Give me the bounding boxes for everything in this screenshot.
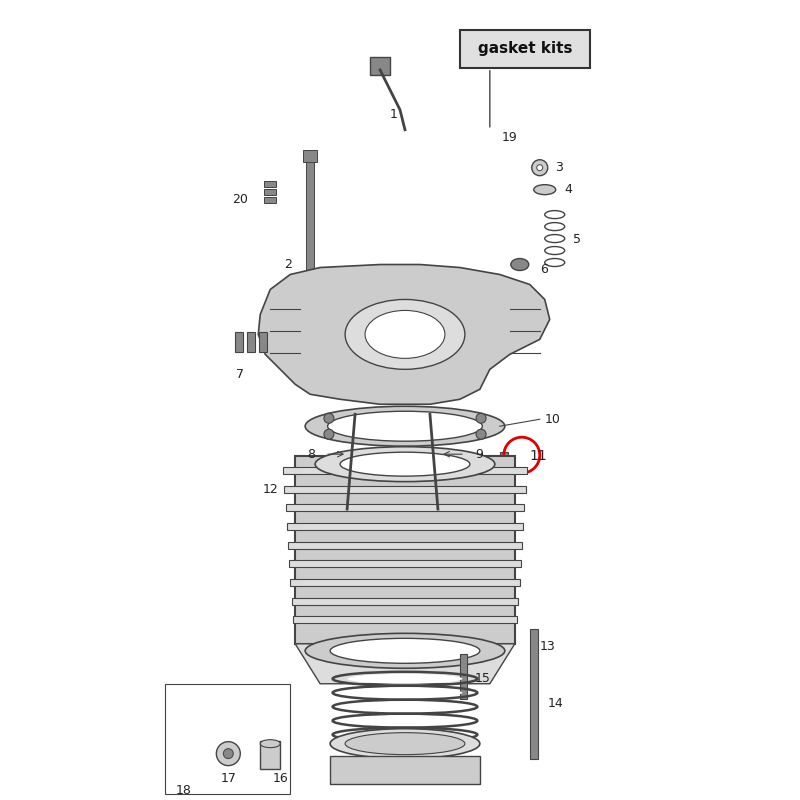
Ellipse shape <box>510 258 529 270</box>
Bar <box>291 598 518 605</box>
Polygon shape <box>258 265 550 404</box>
Text: 18: 18 <box>175 783 191 797</box>
Bar <box>303 150 317 162</box>
Ellipse shape <box>328 411 482 441</box>
Bar <box>259 332 267 352</box>
Text: 16: 16 <box>272 772 288 785</box>
Ellipse shape <box>347 688 462 698</box>
Circle shape <box>537 165 542 170</box>
Text: 1: 1 <box>390 108 398 122</box>
Ellipse shape <box>345 733 465 754</box>
Bar <box>283 467 526 474</box>
Text: 2: 2 <box>284 258 292 271</box>
Text: 17: 17 <box>220 772 236 785</box>
Bar <box>330 756 480 783</box>
Ellipse shape <box>315 446 495 482</box>
Bar <box>264 181 276 186</box>
Circle shape <box>324 430 334 439</box>
Text: 4: 4 <box>565 183 573 196</box>
Bar <box>264 197 276 202</box>
Ellipse shape <box>330 729 480 758</box>
Text: 11: 11 <box>530 449 547 463</box>
Text: 6: 6 <box>540 263 548 276</box>
Ellipse shape <box>347 716 462 726</box>
Ellipse shape <box>345 299 465 370</box>
Bar <box>460 654 467 698</box>
Bar <box>290 560 521 567</box>
Ellipse shape <box>425 504 455 514</box>
Circle shape <box>216 742 240 766</box>
Circle shape <box>324 414 334 423</box>
Ellipse shape <box>305 634 505 668</box>
Bar <box>500 452 508 458</box>
Bar <box>264 189 276 194</box>
Text: 8: 8 <box>307 448 315 461</box>
Text: 3: 3 <box>554 161 562 174</box>
Ellipse shape <box>260 740 280 748</box>
Bar <box>235 332 243 352</box>
Text: 15: 15 <box>475 672 490 686</box>
Bar <box>247 332 255 352</box>
Text: 10: 10 <box>545 413 561 426</box>
Bar <box>260 741 280 769</box>
Text: 12: 12 <box>262 482 278 496</box>
Bar <box>285 486 526 493</box>
Ellipse shape <box>365 310 445 358</box>
Text: 9: 9 <box>475 448 482 461</box>
Bar <box>295 456 514 644</box>
Bar <box>287 523 523 530</box>
Bar <box>290 579 519 586</box>
Bar <box>286 505 524 511</box>
Circle shape <box>476 430 486 439</box>
Bar <box>288 542 522 549</box>
Ellipse shape <box>347 702 462 712</box>
Bar <box>370 57 390 75</box>
Text: 14: 14 <box>548 698 563 710</box>
Text: gasket kits: gasket kits <box>478 42 572 57</box>
Circle shape <box>532 160 548 176</box>
Ellipse shape <box>340 452 470 476</box>
Ellipse shape <box>534 185 556 194</box>
Text: 19: 19 <box>502 131 518 144</box>
Ellipse shape <box>305 406 505 446</box>
Text: 5: 5 <box>573 233 581 246</box>
Ellipse shape <box>330 504 360 514</box>
Bar <box>530 629 538 758</box>
Ellipse shape <box>330 638 480 663</box>
Text: 13: 13 <box>540 640 555 654</box>
Bar <box>293 616 517 623</box>
Circle shape <box>223 749 234 758</box>
Bar <box>306 150 314 274</box>
Bar <box>166 684 290 794</box>
Polygon shape <box>295 644 514 684</box>
Circle shape <box>476 414 486 423</box>
Ellipse shape <box>347 674 462 684</box>
Text: 7: 7 <box>236 368 244 381</box>
FancyBboxPatch shape <box>460 30 590 68</box>
Text: 20: 20 <box>233 193 248 206</box>
Ellipse shape <box>347 730 462 740</box>
